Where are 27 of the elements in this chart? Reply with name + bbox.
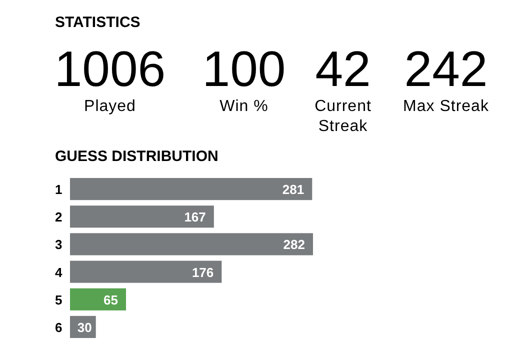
bar <box>70 233 313 256</box>
data-label: 282 <box>283 237 305 252</box>
data-label: 30 <box>77 320 92 335</box>
text: Max Streak <box>403 98 490 115</box>
y-tick-label: 5 <box>55 292 62 308</box>
text: Win % <box>220 98 268 115</box>
bar <box>70 206 214 228</box>
y-tick-label: 2 <box>55 210 62 225</box>
data-label: 176 <box>192 264 214 280</box>
data-label: 65 <box>104 292 118 308</box>
text: 100 <box>202 41 286 97</box>
bar <box>70 288 126 310</box>
text: 42 <box>315 41 371 97</box>
y-tick-label: 1 <box>55 182 62 198</box>
data-label: 281 <box>282 182 304 198</box>
text: 1006 <box>54 41 166 97</box>
text: STATISTICS <box>55 14 140 31</box>
y-tick-label: 4 <box>55 264 63 280</box>
text: 242 <box>404 41 488 97</box>
bar <box>70 178 312 200</box>
y-tick-label: 6 <box>55 320 62 335</box>
text: Played <box>84 98 136 115</box>
chart-title: GUESS DISTRIBUTION <box>55 148 218 165</box>
bar <box>70 260 222 283</box>
y-tick-label: 3 <box>55 237 62 252</box>
data-label: 167 <box>184 210 206 225</box>
text: Current Streak <box>314 98 372 135</box>
